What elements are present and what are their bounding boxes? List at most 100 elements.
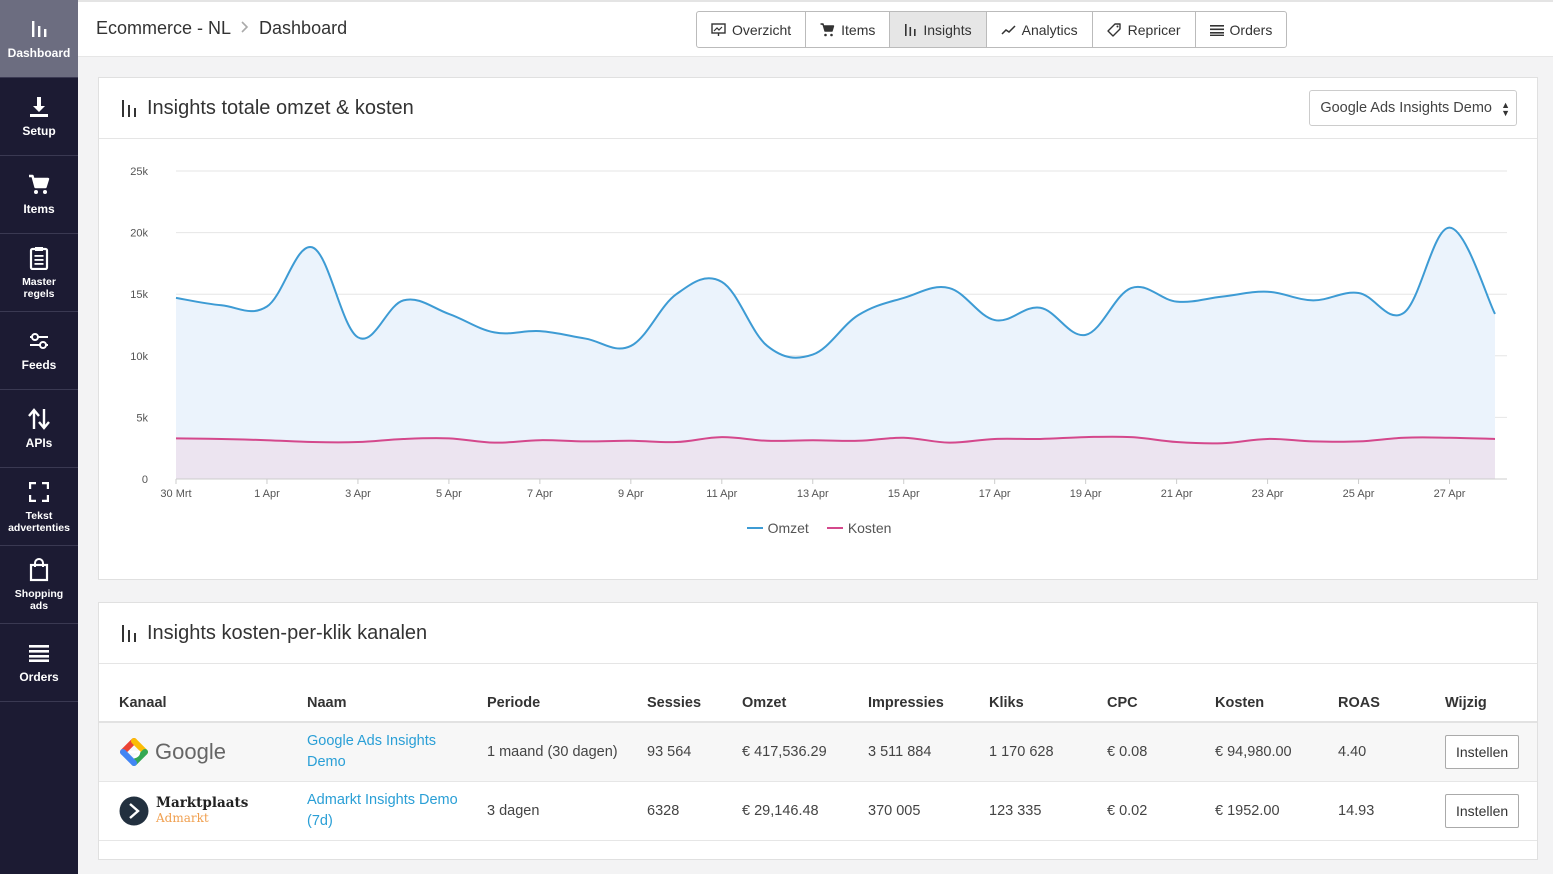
sidebar-item-setup[interactable]: Setup (0, 78, 78, 156)
x-tick-label: 13 Apr (797, 488, 829, 500)
tab-label: Repricer (1127, 21, 1181, 38)
roas-cell: 14.93 (1338, 781, 1445, 841)
sliders-icon (27, 329, 51, 353)
channel-link[interactable]: Admarkt Insights Demo (7d) (307, 791, 458, 829)
sidebar-item-feeds[interactable]: Feeds (0, 312, 78, 390)
tab-overzicht[interactable]: Overzicht (697, 12, 807, 47)
cart-icon (820, 22, 835, 36)
col-kliks: Kliks (989, 664, 1107, 723)
col-kosten: Kosten (1215, 664, 1338, 723)
omzet-cell: € 417,536.29 (742, 722, 868, 782)
y-tick-label: 0 (142, 474, 148, 486)
bar-chart-icon (122, 100, 136, 117)
account-select[interactable]: Google Ads Insights Demo ▲ ▼ (1309, 90, 1517, 126)
legend-swatch (746, 527, 763, 529)
clipboard-icon (27, 246, 51, 270)
omzet-cell: € 29,146.48 (742, 781, 868, 841)
col-wijzig: Wijzig (1445, 664, 1537, 723)
marktplaats-icon (119, 796, 149, 825)
tab-label: Overzicht (732, 21, 792, 38)
google-ads-icon (120, 737, 148, 766)
presentation-icon (711, 22, 726, 36)
table-row: Marktplaats Admarkt Admarkt Insights Dem… (99, 781, 1537, 841)
select-value: Google Ads Insights Demo (1320, 100, 1492, 116)
legend-item-kosten[interactable]: Kosten (826, 520, 892, 536)
chart-area: 0 5k 10k 15k 20k 25k 30 Mrt 1 Apr 3 Apr 5 Apr 7 Ap… (99, 140, 1539, 580)
sidebar-item-label: Orders (19, 670, 59, 684)
cpc-cell: € 0.02 (1107, 781, 1215, 841)
channel-sub: Admarkt (156, 810, 209, 825)
tab-label: Items (841, 21, 876, 38)
list-icon (1209, 24, 1224, 36)
revenue-cost-panel: Insights totale omzet & kosten Google Ad… (98, 77, 1538, 580)
google-logo: Google (119, 737, 307, 767)
col-roas: ROAS (1338, 664, 1445, 723)
x-tick-label: 11 Apr (706, 488, 737, 500)
tab-label: Analytics (1021, 21, 1078, 38)
y-tick-label: 15k (130, 289, 148, 301)
x-tick-label: 17 Apr (979, 488, 1011, 500)
impressies-cell: 3 511 884 (868, 722, 989, 782)
sidebar-item-label: Tekst advertenties (8, 509, 70, 534)
marktplaats-logo: Marktplaats Admarkt (119, 794, 307, 826)
instellen-button[interactable]: Instellen (1445, 734, 1520, 769)
sidebar-item-items[interactable]: Items (0, 156, 78, 234)
series-area-omzet (176, 227, 1495, 479)
chart-legend: Omzet Kosten (99, 520, 1539, 536)
sidebar-item-label: Items (23, 202, 55, 216)
kosten-cell: € 1952.00 (1215, 781, 1338, 841)
bar-chart-icon (122, 625, 136, 642)
sidebar-item-label: Shopping ads (14, 587, 64, 612)
download-icon (27, 95, 51, 119)
tab-insights[interactable]: Insights (890, 12, 987, 47)
sidebar-item-dashboard[interactable]: Dashboard (0, 0, 78, 78)
tab-items[interactable]: Items (806, 12, 891, 47)
channel-name: Marktplaats (156, 794, 249, 811)
legend-item-omzet[interactable]: Omzet (746, 520, 809, 536)
sidebar-item-label: APIs (25, 436, 53, 450)
sidebar-item-label: Feeds (21, 358, 57, 372)
sidebar-item-master-regels[interactable]: Master regels (0, 234, 78, 312)
x-tick-label: 9 Apr (618, 488, 644, 500)
kliks-cell: 1 170 628 (989, 722, 1107, 782)
cpc-cell: € 0.08 (1107, 722, 1215, 782)
x-tick-label: 25 Apr (1343, 488, 1375, 500)
trend-line-icon (1001, 24, 1016, 35)
sidebar-item-apis[interactable]: APIs (0, 390, 78, 468)
swap-vertical-icon (27, 407, 51, 431)
tab-repricer[interactable]: Repricer (1093, 12, 1196, 47)
x-tick-label: 23 Apr (1252, 488, 1284, 500)
col-naam: Naam (307, 664, 487, 723)
sidebar-item-label: Master regels (22, 275, 56, 300)
col-omzet: Omzet (742, 664, 868, 723)
col-cpc: CPC (1107, 664, 1215, 723)
channel-cell: Google (99, 722, 307, 782)
sort-caret-icon: ▲ ▼ (1501, 100, 1510, 118)
impressies-cell: 370 005 (868, 781, 989, 841)
channel-link[interactable]: Google Ads Insights Demo (307, 732, 436, 770)
sessies-cell: 6328 (647, 781, 742, 841)
col-kanaal: Kanaal (99, 664, 307, 723)
sidebar-item-shopping-ads[interactable]: Shopping ads (0, 546, 78, 624)
x-tick-label: 15 Apr (888, 488, 920, 500)
tab-orders[interactable]: Orders (1196, 12, 1287, 47)
x-tick-label: 5 Apr (436, 488, 462, 500)
legend-label: Kosten (847, 520, 892, 536)
periode-cell: 1 maand (30 dagen) (487, 722, 647, 782)
instellen-button[interactable]: Instellen (1445, 793, 1520, 828)
panel-title: Insights totale omzet & kosten (147, 96, 414, 119)
legend-swatch (826, 527, 843, 529)
panel-title: Insights kosten-per-klik kanalen (147, 621, 428, 644)
breadcrumb-store[interactable]: Ecommerce - NL (96, 18, 232, 38)
x-tick-label: 27 Apr (1434, 488, 1466, 500)
sidebar-item-orders[interactable]: Orders (0, 624, 78, 702)
col-sessies: Sessies (647, 664, 742, 723)
breadcrumb: Ecommerce - NL Dashboard (96, 18, 347, 39)
series-line-kosten (175, 435, 1496, 445)
bar-chart-icon (905, 23, 916, 36)
sidebar-item-tekst-advertenties[interactable]: Tekst advertenties (0, 468, 78, 546)
sessies-cell: 93 564 (647, 722, 742, 782)
list-icon (27, 641, 51, 665)
x-tick-label: 3 Apr (345, 488, 371, 500)
tab-analytics[interactable]: Analytics (987, 12, 1093, 47)
